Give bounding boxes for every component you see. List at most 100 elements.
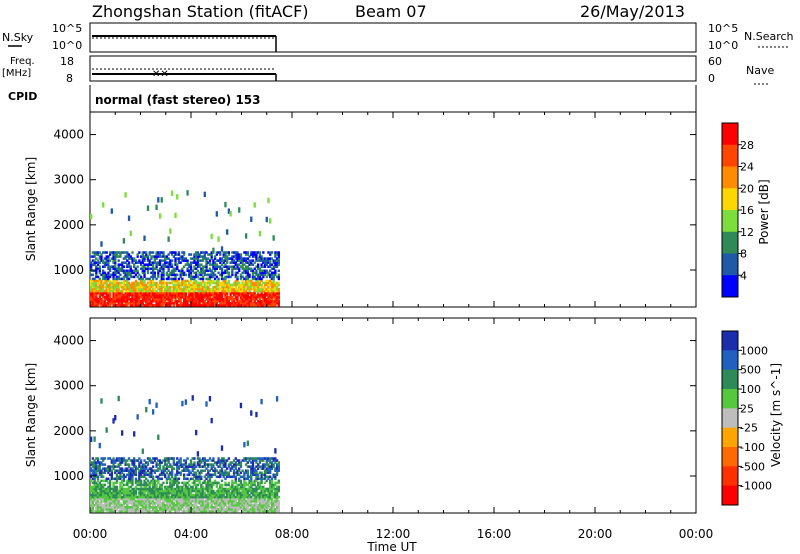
- data-cell: [153, 497, 157, 501]
- data-cell: [239, 471, 243, 475]
- data-cell: [260, 304, 263, 307]
- data-cell: [219, 501, 222, 505]
- data-cell: [186, 300, 189, 303]
- data-cell: [256, 304, 260, 307]
- data-cell: [220, 283, 224, 287]
- data-cell: [105, 427, 108, 433]
- data-cell: [222, 287, 225, 291]
- data-cell: [213, 503, 217, 507]
- data-cell: [107, 285, 110, 289]
- data-cell: [177, 467, 181, 470]
- data-cell: [148, 510, 151, 513]
- data-cell: [250, 251, 253, 254]
- data-cell: [219, 471, 222, 475]
- data-cell: [195, 429, 198, 436]
- data-cell: [215, 297, 218, 301]
- data-cell: [131, 251, 134, 254]
- data-cell: [248, 302, 251, 305]
- data-cell: [151, 475, 155, 479]
- data-cell: [150, 293, 153, 297]
- data-cell: [112, 293, 115, 297]
- data-cell: [172, 463, 175, 466]
- data-cell: [205, 293, 208, 297]
- data-cell: [129, 485, 132, 489]
- data-cell: [236, 471, 239, 475]
- data-cell: [213, 261, 217, 264]
- data-cell: [267, 459, 270, 462]
- data-cell: [210, 491, 213, 495]
- data-cell: [176, 497, 179, 501]
- data-cell: [243, 291, 246, 295]
- data-cell: [177, 269, 181, 273]
- data-cell: [272, 289, 275, 293]
- data-cell: [269, 289, 272, 293]
- data-cell: [115, 277, 119, 281]
- data-cell: [277, 283, 280, 287]
- data-cell: [263, 281, 267, 285]
- data-cell: [184, 463, 188, 466]
- data-cell: [208, 261, 212, 264]
- data-cell: [222, 297, 225, 301]
- data-cell: [263, 497, 267, 501]
- data-cell: [117, 465, 120, 468]
- data-cell: [169, 261, 172, 264]
- data-cell: [119, 487, 122, 491]
- data-cell: [229, 275, 232, 279]
- data-cell: [176, 489, 179, 493]
- data-cell: [258, 461, 262, 464]
- data-cell: [253, 271, 256, 275]
- data-cell: [105, 261, 108, 264]
- data-cell: [258, 259, 262, 262]
- data-cell: [274, 495, 277, 499]
- data-cell: [217, 293, 220, 297]
- data-cell: [220, 297, 224, 301]
- data-cell: [155, 485, 158, 489]
- data-cell: [115, 251, 119, 254]
- data-cell: [181, 469, 184, 472]
- data-cell: [117, 477, 120, 481]
- data-cell: [124, 475, 127, 479]
- data-cell: [145, 481, 148, 485]
- data-cell: [146, 304, 150, 307]
- data-cell: [220, 291, 224, 295]
- data-cell: [155, 277, 158, 281]
- data-cell: [277, 277, 280, 281]
- power-ylabel: Slant Range [km]: [24, 157, 38, 261]
- data-cell: [110, 265, 113, 269]
- data-cell: [213, 302, 217, 305]
- data-cell: [103, 469, 107, 472]
- data-cell: [248, 499, 251, 503]
- data-cell: [207, 297, 210, 301]
- data-cell: [207, 465, 210, 468]
- data-cell: [119, 267, 122, 271]
- data-cell: [250, 510, 253, 513]
- data-cell: [105, 297, 108, 301]
- data-cell: [191, 499, 194, 503]
- data-cell: [115, 289, 119, 293]
- data-cell: [238, 291, 241, 295]
- data-cell: [227, 253, 231, 256]
- data-cell: [238, 207, 241, 213]
- data-cell: [262, 285, 265, 289]
- data-cell: [96, 281, 100, 285]
- data-cell: [270, 271, 274, 275]
- y-tick-label: 1000: [53, 263, 84, 277]
- data-cell: [112, 259, 115, 262]
- data-cell: [196, 257, 200, 260]
- data-cell: [239, 402, 243, 409]
- data-cell: [226, 275, 229, 279]
- data-cell: [234, 499, 237, 503]
- data-cell: [213, 300, 217, 303]
- data-cell: [205, 459, 208, 462]
- data-cell: [133, 489, 136, 493]
- data-cell: [107, 277, 110, 281]
- data-cell: [120, 430, 124, 436]
- data-cell: [102, 471, 105, 475]
- data-cell: [108, 487, 112, 491]
- data-cell: [205, 497, 208, 501]
- data-cell: [255, 473, 258, 477]
- data-cell: [165, 277, 169, 281]
- data-cell: [100, 302, 103, 305]
- data-cell: [222, 465, 225, 468]
